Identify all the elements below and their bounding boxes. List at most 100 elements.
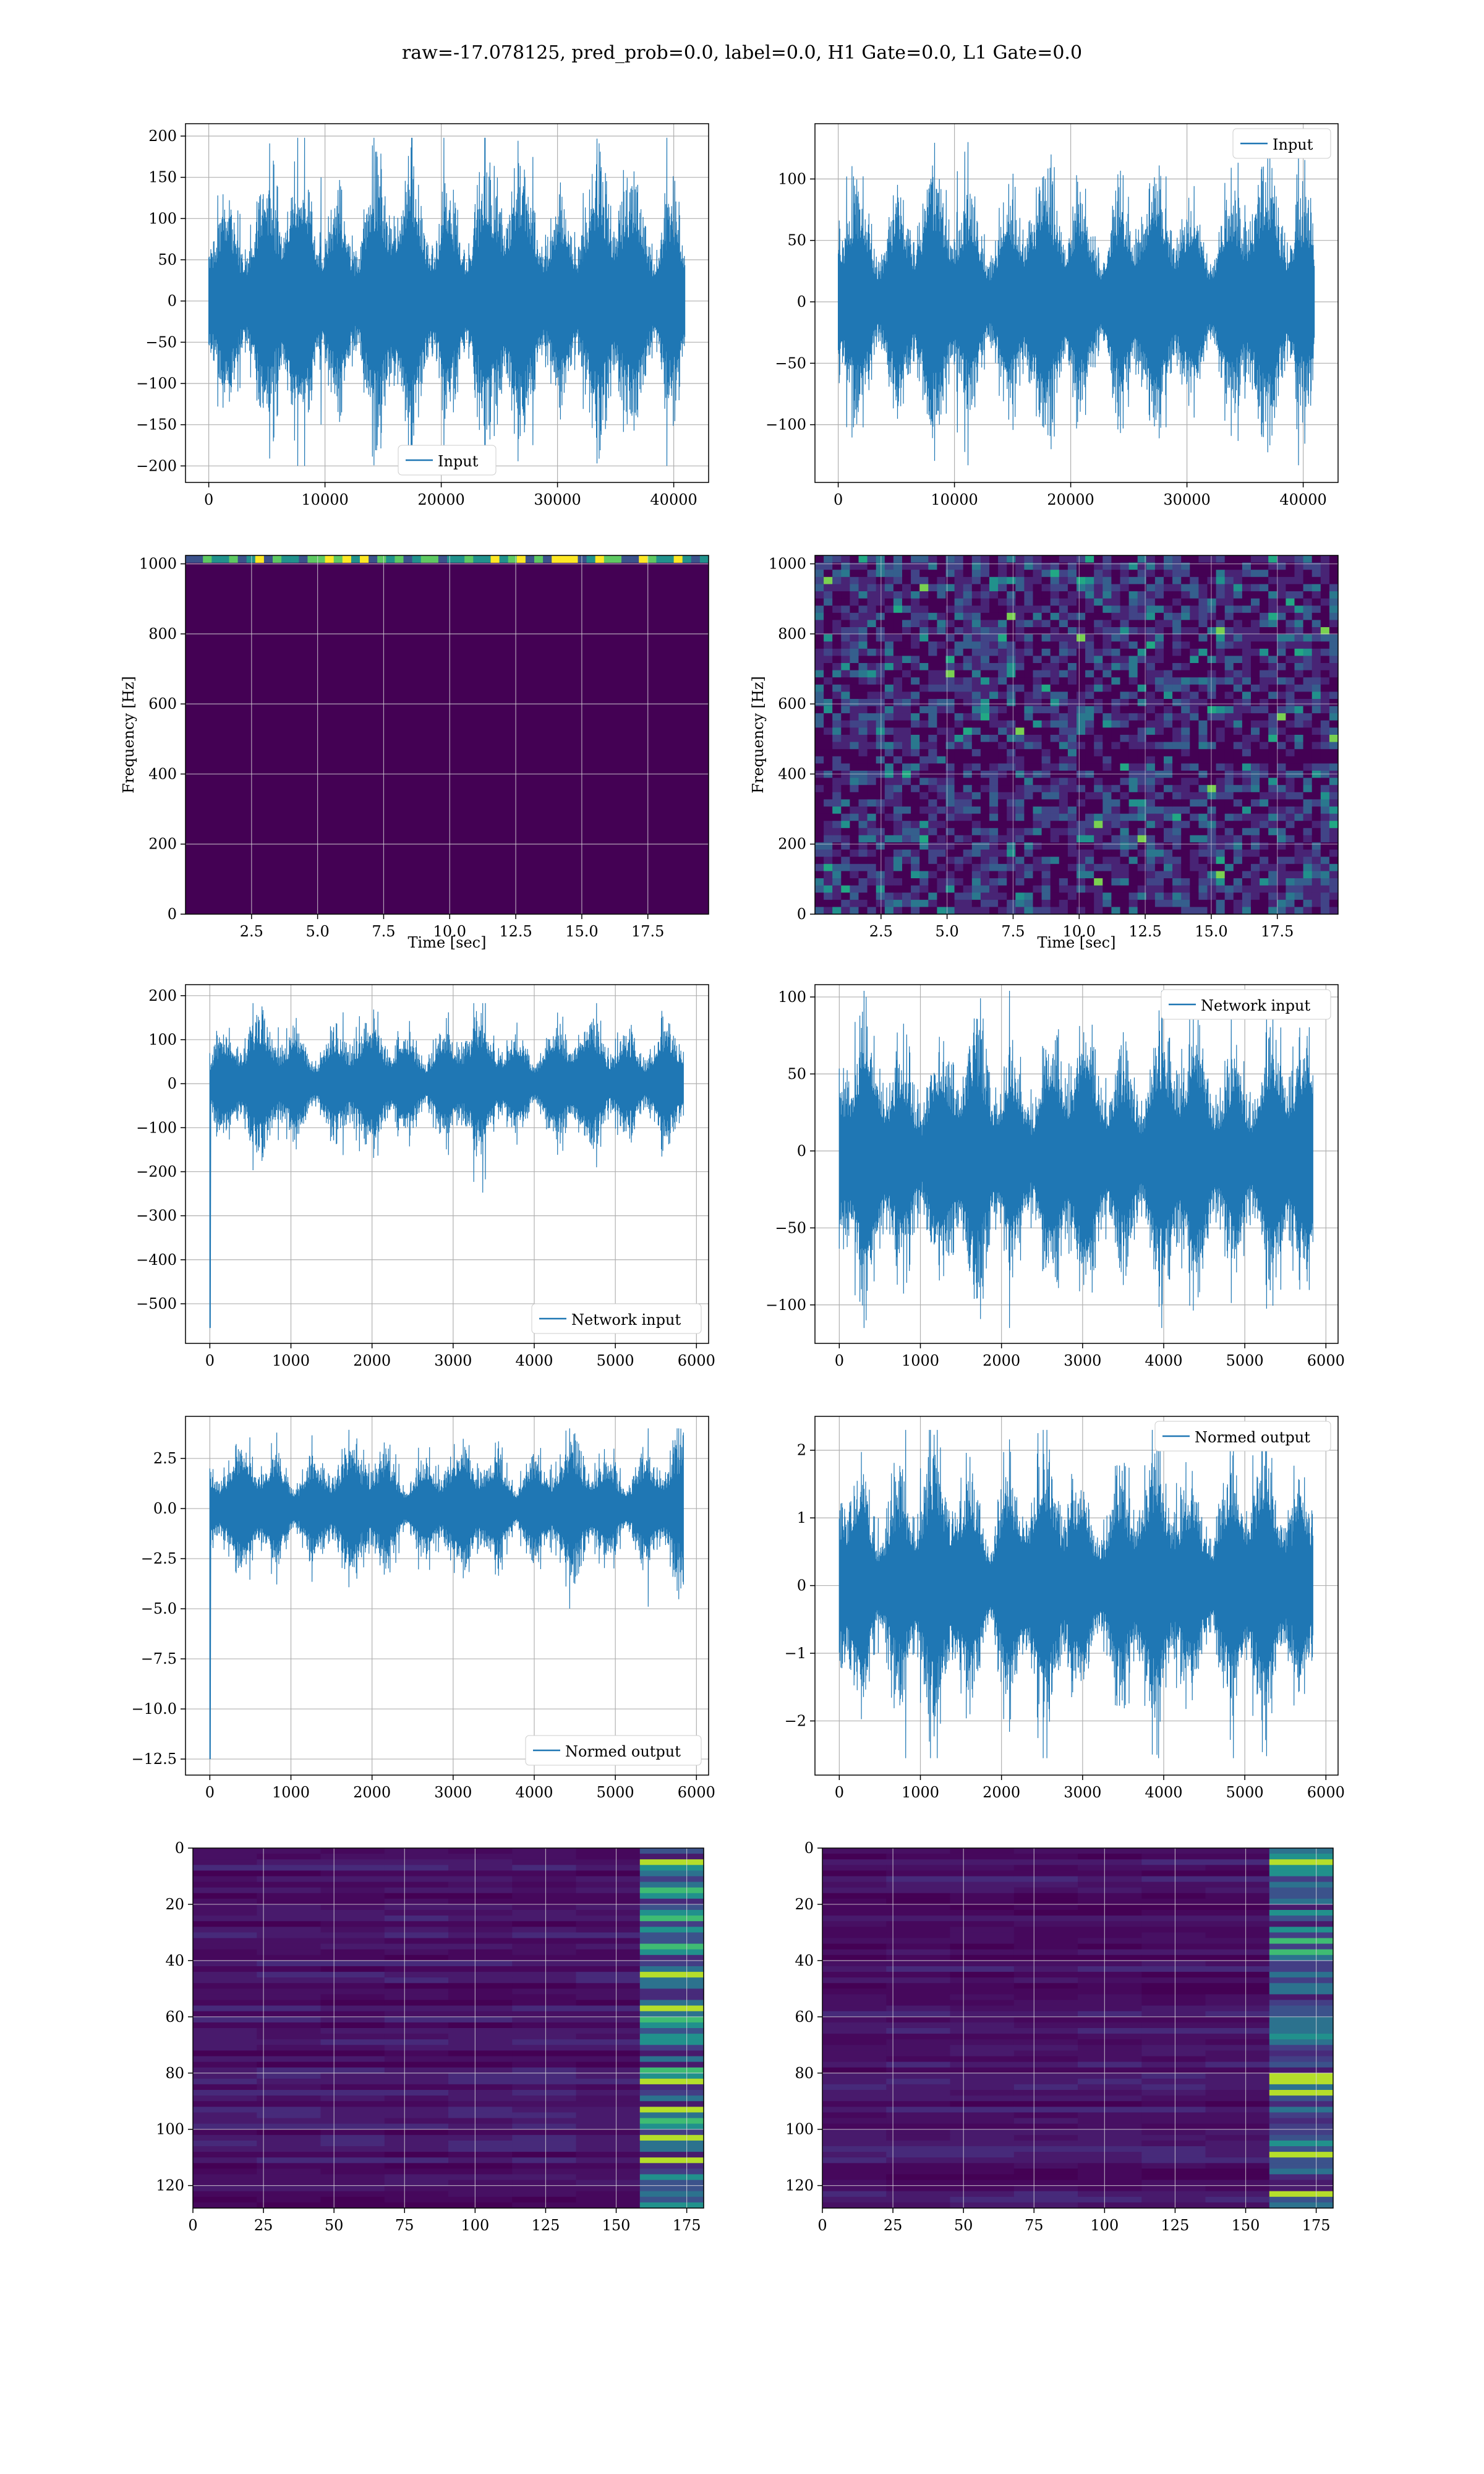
spectrogram-cell: [893, 648, 903, 656]
feature-map-cell: [1205, 1949, 1270, 1956]
feature-map-cell: [193, 2157, 257, 2164]
spectrogram-cell: [989, 785, 999, 793]
spectrogram-cell: [1077, 612, 1086, 620]
feature-map-cell: [512, 1949, 577, 1956]
spectrogram-cell: [1041, 749, 1051, 757]
spectrogram-cell: [1128, 792, 1138, 800]
spectrogram-cell: [1268, 821, 1277, 829]
spectrogram-cell: [1146, 885, 1156, 893]
spectrogram-cell: [1111, 821, 1120, 829]
spectrogram-cell: [1311, 706, 1321, 714]
spectrogram-cell: [998, 691, 1007, 700]
spectrogram-cell: [1172, 620, 1182, 628]
spectrogram-cell: [998, 807, 1007, 814]
feature-map-cell: [639, 2146, 704, 2152]
spectrogram-cell: [1120, 720, 1129, 728]
feature-map-cell: [886, 2196, 951, 2203]
spectrogram-cell: [971, 598, 981, 606]
spectrogram-cell: [1067, 663, 1077, 670]
spectrogram-cell: [1190, 677, 1199, 685]
spectrogram-cell: [1311, 720, 1321, 728]
spectrogram-cell: [1050, 785, 1060, 793]
spectrogram-cell: [919, 785, 929, 793]
feature-map-cell: [1269, 1870, 1334, 1877]
spectrogram-cell: [1251, 606, 1260, 614]
spectrogram-cell: [919, 727, 929, 735]
feature-map-cell: [639, 1949, 704, 1956]
spectrogram-cell: [815, 584, 824, 592]
spectrogram-cell: [1137, 612, 1147, 620]
spectrogram-cell: [858, 849, 868, 857]
spectrogram-cell: [1077, 842, 1086, 850]
spectrogram-cell: [1320, 792, 1330, 800]
spectrogram-cell: [1207, 584, 1216, 592]
feature-map-cell: [448, 1977, 513, 1984]
feature-map-cell: [1269, 1938, 1334, 1944]
feature-map-cell: [320, 2185, 385, 2192]
spectrogram-cell: [1268, 584, 1277, 592]
feature-map-cell: [576, 2011, 641, 2018]
spectrogram-cell: [1024, 792, 1033, 800]
spectrogram-cell: [824, 742, 833, 750]
feature-map-cell: [512, 1904, 577, 1911]
spectrogram-cell: [1224, 706, 1234, 714]
spectrogram-cell: [893, 849, 903, 857]
spectrogram-cell: [1286, 699, 1295, 706]
feature-map-cell: [193, 1932, 257, 1938]
feature-map-cell: [448, 2022, 513, 2029]
feature-map-cell: [193, 2095, 257, 2102]
feature-map-cell: [822, 1983, 887, 1989]
spectrogram-cell: [1033, 892, 1042, 901]
spectrogram-cell: [963, 899, 973, 907]
spectrogram-cell: [1024, 863, 1033, 871]
feature-map-cell: [639, 2191, 704, 2198]
feature-map-cell: [1205, 2056, 1270, 2062]
feature-map-cell: [193, 2090, 257, 2096]
spectrogram-cell: [1224, 835, 1234, 843]
spectrogram-cell: [1050, 691, 1060, 700]
spectrogram-cell: [1233, 821, 1243, 829]
spectrogram-cell: [911, 699, 920, 706]
spectrogram-cell: [1216, 742, 1226, 750]
spectrogram-cell: [1102, 720, 1112, 728]
feature-map-cell: [1205, 2095, 1270, 2102]
spectrogram-cell: [1102, 742, 1112, 750]
feature-map-cell: [1078, 1854, 1142, 1860]
spectrogram-cell: [333, 555, 343, 563]
feature-map-cell: [320, 2028, 385, 2034]
spectrogram-cell: [945, 878, 955, 886]
spectrogram-cell: [1172, 807, 1182, 814]
spectrogram-cell: [841, 828, 850, 836]
spectrogram-cell: [1268, 849, 1277, 857]
spectrogram-cell: [1050, 612, 1060, 620]
spectrogram-cell: [1190, 555, 1199, 563]
spectrogram-cell: [1172, 727, 1182, 735]
spectrogram-cell: [971, 835, 981, 843]
spectrogram-cell: [1320, 785, 1330, 793]
feature-map-cell: [384, 2034, 449, 2040]
spectrogram-cell: [456, 555, 465, 563]
spectrogram-cell: [858, 591, 868, 599]
spectrogram-cell: [963, 863, 973, 871]
spectrogram-cell: [1198, 807, 1208, 814]
spectrogram-cell: [876, 727, 885, 735]
spectrogram-cell: [1277, 584, 1286, 592]
spectrogram-cell: [884, 799, 894, 807]
feature-map-cell: [886, 2152, 951, 2158]
spectrogram-cell: [980, 670, 990, 678]
spectrogram-cell: [1260, 813, 1269, 821]
feature-map-cell: [950, 1983, 1015, 1989]
spectrogram-cell: [850, 756, 859, 764]
spectrogram-cell: [928, 828, 937, 836]
spectrogram-cell: [954, 735, 964, 742]
spectrogram-cell: [1320, 570, 1330, 578]
feature-map-cell: [1205, 2045, 1270, 2051]
spectrogram-cell: [1216, 620, 1226, 628]
feature-map-cell: [193, 1966, 257, 1972]
spectrogram-cell: [1233, 706, 1243, 714]
feature-map-cell: [639, 2061, 704, 2068]
spectrogram-cell: [1120, 907, 1129, 915]
spectrogram-cell: [937, 842, 946, 850]
spectrogram-cell: [1198, 670, 1208, 678]
spectrogram-cell: [1059, 656, 1068, 664]
